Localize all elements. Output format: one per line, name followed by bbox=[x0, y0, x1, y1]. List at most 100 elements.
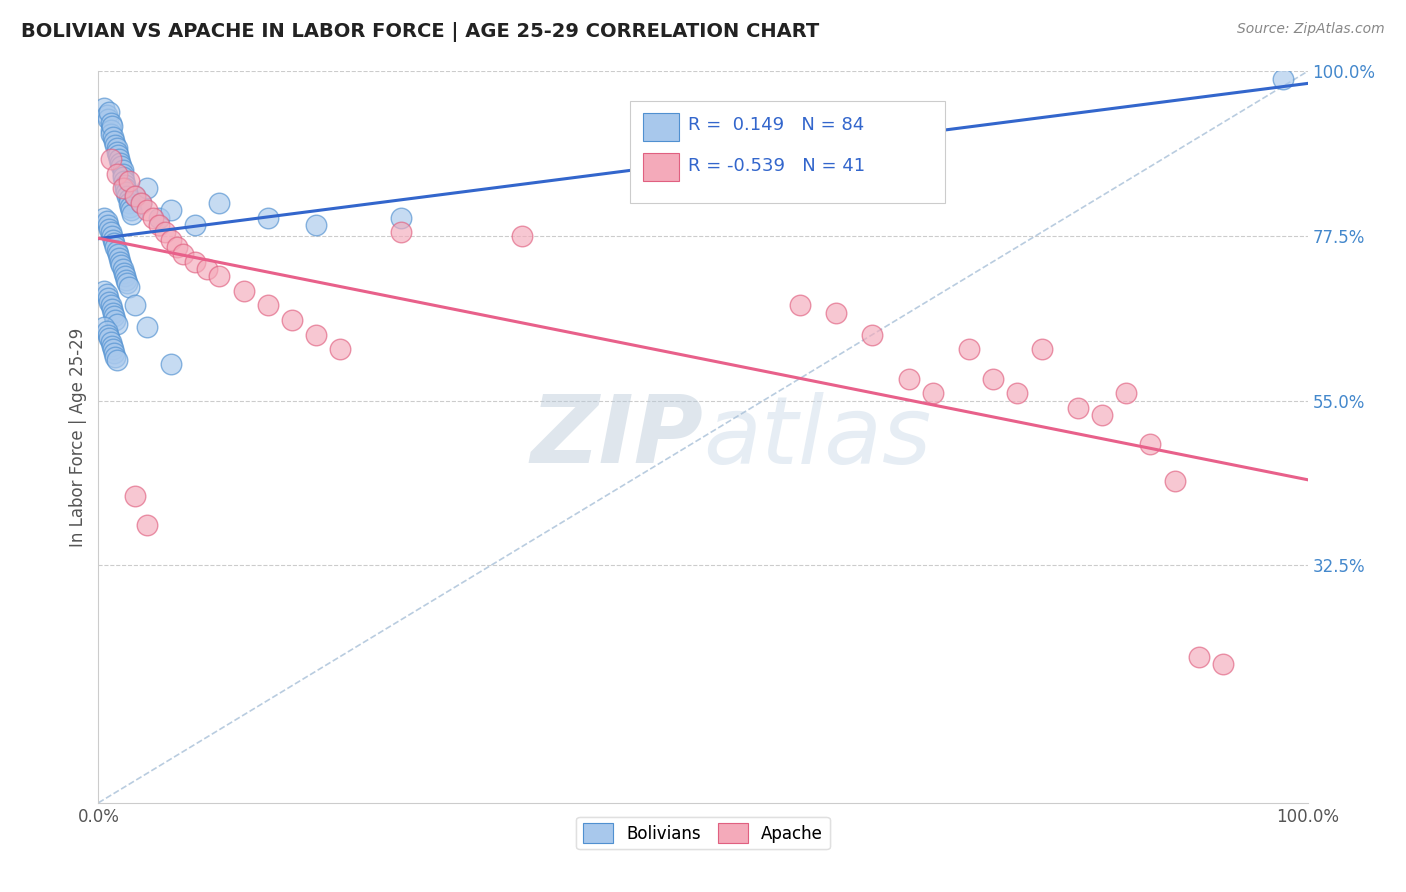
Point bbox=[121, 207, 143, 221]
Point bbox=[160, 203, 183, 218]
Point bbox=[100, 298, 122, 312]
Point bbox=[105, 145, 128, 159]
Point bbox=[100, 119, 122, 133]
Point bbox=[112, 266, 135, 280]
Point bbox=[124, 489, 146, 503]
Point bbox=[118, 193, 141, 207]
Point bbox=[124, 298, 146, 312]
Point bbox=[100, 123, 122, 137]
Text: R =  0.149   N = 84: R = 0.149 N = 84 bbox=[689, 117, 865, 135]
Point bbox=[1212, 657, 1234, 671]
Point bbox=[115, 185, 138, 199]
FancyBboxPatch shape bbox=[630, 101, 945, 203]
Point bbox=[148, 211, 170, 225]
Point bbox=[510, 228, 533, 243]
Legend: Bolivians, Apache: Bolivians, Apache bbox=[576, 817, 830, 849]
Point bbox=[100, 338, 122, 352]
Point bbox=[129, 196, 152, 211]
Point bbox=[111, 170, 134, 185]
Point bbox=[897, 371, 920, 385]
Point bbox=[208, 269, 231, 284]
Point bbox=[101, 343, 124, 357]
Point bbox=[117, 188, 139, 202]
Point bbox=[104, 350, 127, 364]
Point bbox=[108, 156, 131, 170]
Point bbox=[114, 269, 136, 284]
Point bbox=[103, 346, 125, 360]
Point bbox=[1091, 408, 1114, 422]
Point bbox=[105, 141, 128, 155]
Point bbox=[124, 188, 146, 202]
Point bbox=[305, 218, 328, 232]
Point bbox=[281, 313, 304, 327]
Point bbox=[389, 225, 412, 239]
Point bbox=[118, 280, 141, 294]
Point bbox=[208, 196, 231, 211]
Point bbox=[97, 218, 120, 232]
Point bbox=[105, 317, 128, 331]
Point bbox=[256, 298, 278, 312]
Point bbox=[166, 240, 188, 254]
Y-axis label: In Labor Force | Age 25-29: In Labor Force | Age 25-29 bbox=[69, 327, 87, 547]
Point bbox=[101, 130, 124, 145]
Point bbox=[1188, 649, 1211, 664]
Point bbox=[108, 251, 131, 265]
Point bbox=[135, 203, 157, 218]
Point bbox=[100, 115, 122, 129]
Point bbox=[104, 240, 127, 254]
Point bbox=[100, 152, 122, 166]
Point bbox=[97, 291, 120, 305]
Point bbox=[153, 225, 176, 239]
Point bbox=[100, 225, 122, 239]
Point bbox=[98, 104, 121, 119]
Point bbox=[100, 127, 122, 141]
Point bbox=[120, 203, 142, 218]
Point bbox=[93, 101, 115, 115]
Point bbox=[256, 211, 278, 225]
Point bbox=[108, 254, 131, 268]
Point bbox=[103, 236, 125, 251]
Point bbox=[104, 313, 127, 327]
Point bbox=[148, 218, 170, 232]
Point bbox=[329, 343, 352, 357]
Point bbox=[860, 327, 883, 342]
Point bbox=[111, 163, 134, 178]
Point bbox=[118, 196, 141, 211]
Point bbox=[160, 233, 183, 247]
Point bbox=[135, 517, 157, 532]
Point bbox=[957, 343, 980, 357]
Point bbox=[96, 108, 118, 122]
Point bbox=[195, 261, 218, 276]
Point bbox=[93, 211, 115, 225]
Point bbox=[124, 188, 146, 202]
Text: ZIP: ZIP bbox=[530, 391, 703, 483]
Point bbox=[101, 233, 124, 247]
Point bbox=[1031, 343, 1053, 357]
Bar bbox=[643, 113, 679, 141]
Point bbox=[142, 211, 165, 225]
Point bbox=[114, 178, 136, 192]
Point bbox=[103, 134, 125, 148]
Point bbox=[110, 258, 132, 272]
Point bbox=[118, 174, 141, 188]
Point bbox=[103, 310, 125, 324]
Point bbox=[93, 284, 115, 298]
Point bbox=[100, 334, 122, 349]
Point bbox=[105, 244, 128, 258]
Point bbox=[129, 196, 152, 211]
Text: R = -0.539   N = 41: R = -0.539 N = 41 bbox=[689, 157, 866, 175]
Point bbox=[111, 167, 134, 181]
Point bbox=[105, 353, 128, 368]
Point bbox=[97, 112, 120, 126]
Point bbox=[1139, 437, 1161, 451]
Point bbox=[1007, 386, 1029, 401]
Point bbox=[98, 294, 121, 309]
Point bbox=[96, 214, 118, 228]
Text: BOLIVIAN VS APACHE IN LABOR FORCE | AGE 25-29 CORRELATION CHART: BOLIVIAN VS APACHE IN LABOR FORCE | AGE … bbox=[21, 22, 820, 42]
Point bbox=[98, 221, 121, 235]
Point bbox=[160, 357, 183, 371]
Point bbox=[115, 273, 138, 287]
Point bbox=[96, 287, 118, 301]
Point bbox=[389, 211, 412, 225]
Point bbox=[110, 160, 132, 174]
